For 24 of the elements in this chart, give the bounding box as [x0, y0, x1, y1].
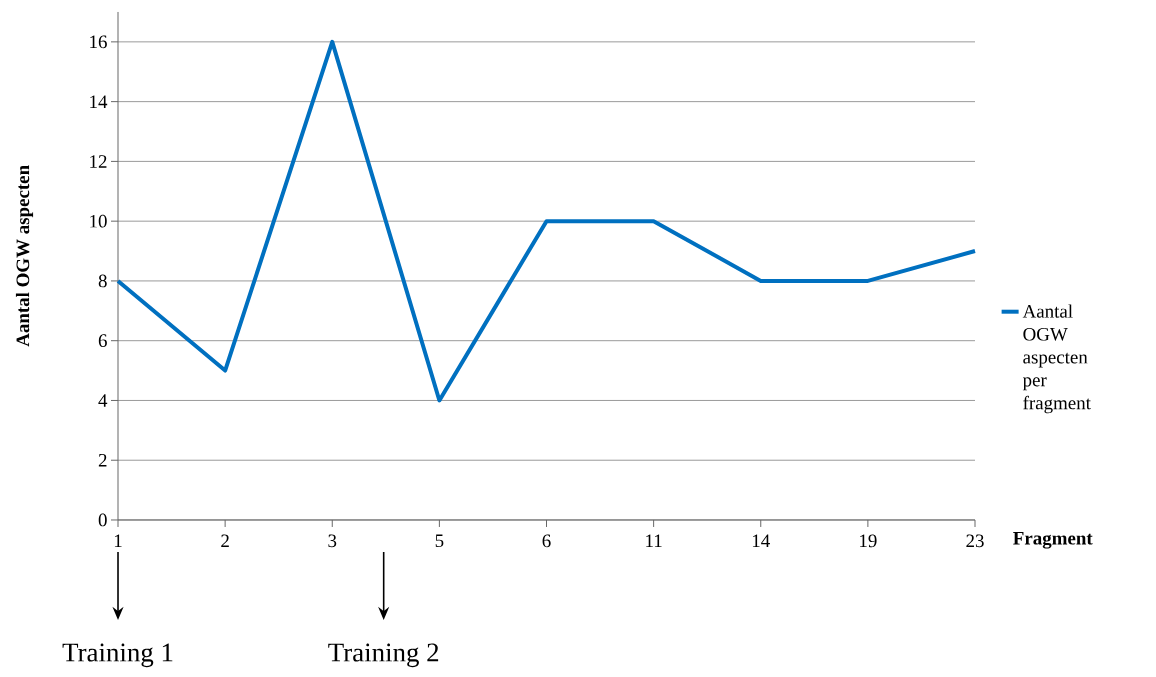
y-tick-label: 2 [98, 453, 107, 467]
legend-label: Aantal OGW aspecten per fragment [1022, 304, 1091, 414]
x-tick-label: 6 [542, 534, 551, 548]
x-tick-label: 3 [328, 534, 337, 548]
text: Training 1 [62, 643, 173, 668]
y-tick-label: 6 [98, 334, 107, 348]
x-tick-label: 11 [646, 534, 662, 547]
x-tick-label: 19 [860, 534, 877, 548]
line-series [116, 39, 978, 403]
x-tick-label: 1 [114, 534, 122, 547]
y-tick-label: 10 [90, 214, 107, 228]
x-tick-label: 5 [435, 534, 444, 548]
y-tick-label: 8 [98, 274, 107, 288]
y-axis-title: Aantal OGW aspecten [15, 165, 34, 347]
y-tick-label: 12 [90, 155, 107, 168]
text: Training 2 [328, 643, 439, 668]
y-tick-label: 16 [90, 35, 107, 49]
x-tick-label: 23 [966, 534, 984, 548]
x-tick-label: 2 [221, 534, 229, 548]
x-axis-title: Fragment [1013, 532, 1093, 549]
y-tick-label: 0 [98, 513, 107, 527]
x-tick-label: 14 [752, 534, 770, 547]
y-tick-label: 14 [90, 95, 108, 108]
y-tick-label: 4 [98, 394, 108, 407]
